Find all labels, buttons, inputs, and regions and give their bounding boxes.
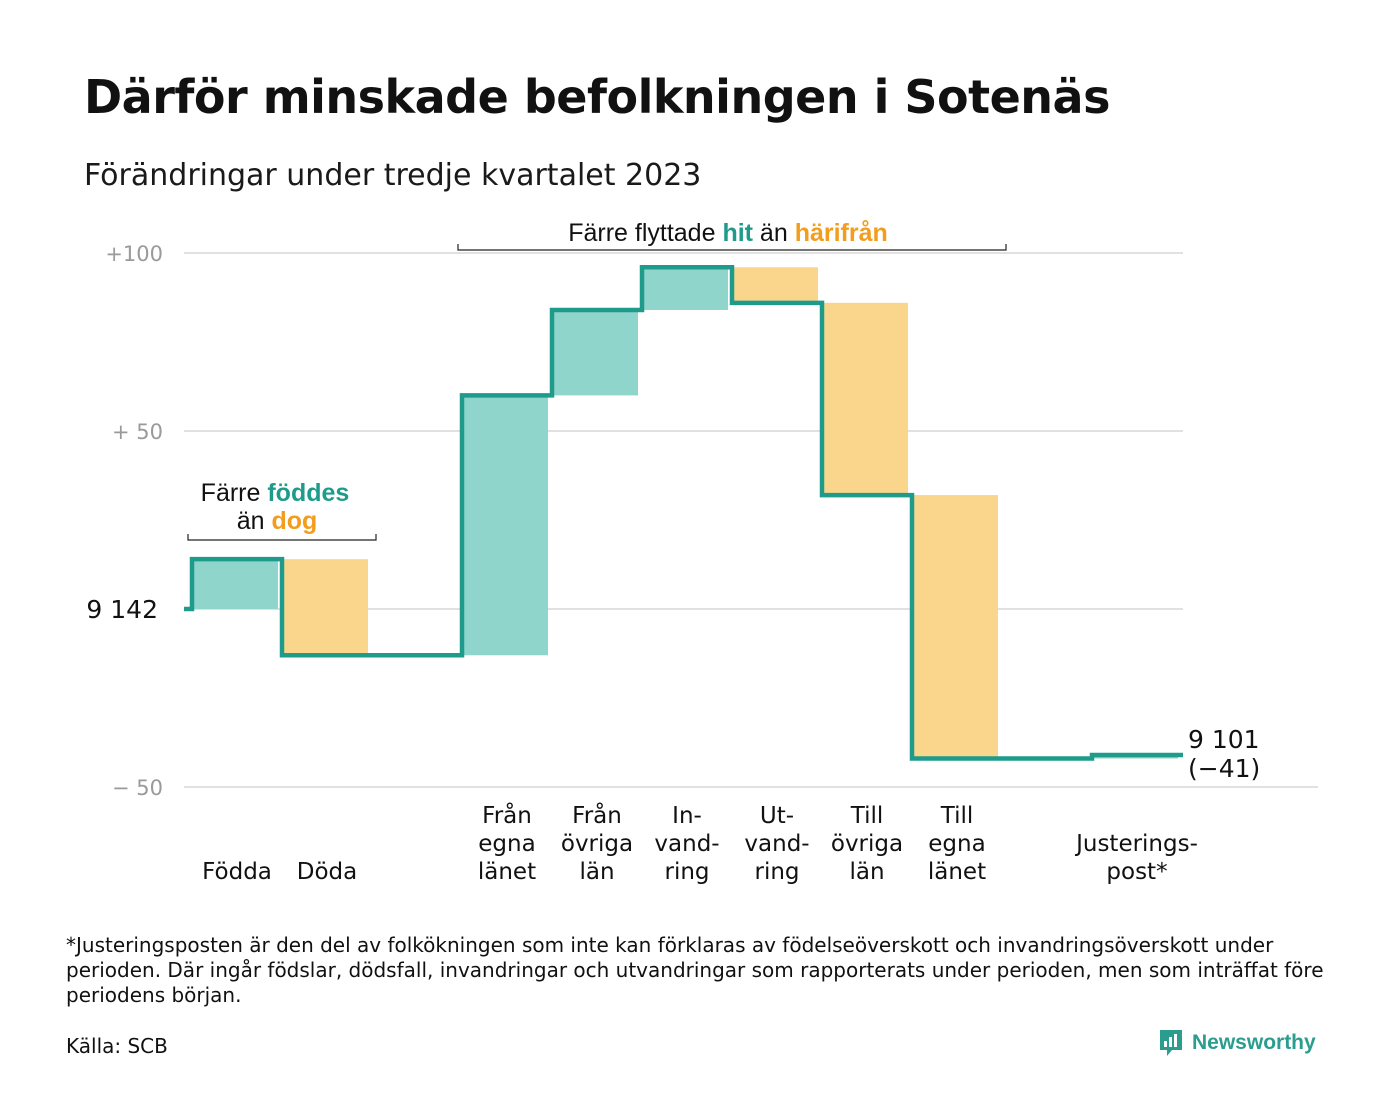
chart-subtitle: Förändringar under tredje kvartalet 2023: [84, 158, 702, 193]
y-tick-label: + 50: [112, 420, 163, 444]
source-label: Källa: SCB: [66, 1034, 168, 1058]
annotation-migration: Färre flyttade hit än härifrån: [568, 219, 888, 247]
newsworthy-logo-icon: [1160, 1030, 1182, 1056]
x-category-label: Från övriga län: [561, 801, 633, 885]
brand-name: Newsworthy: [1192, 1031, 1316, 1054]
bracket-migration: [457, 244, 1007, 251]
x-category-label: Döda: [297, 859, 357, 885]
bar-utvandring: [732, 267, 818, 303]
bar-tillövrigalän: [822, 302, 908, 496]
waterfall-chart: +100 + 50 − 50 9 142 Födda Döda Från egna länet F…: [86, 219, 1318, 885]
y-tick-label: − 50: [112, 776, 163, 800]
end-change-label: (−41): [1188, 754, 1260, 783]
bar-frånegnalänet: [462, 395, 548, 656]
annotation-births-deaths: Färre föddes: [201, 479, 350, 507]
x-category-label: Från egna länet: [478, 801, 536, 885]
bar-tillegnalänet: [912, 495, 998, 759]
bar-frånövrigalän: [552, 309, 638, 396]
annotation-births-deaths-line2: än dog: [237, 507, 318, 535]
cumulative-step-line: [184, 264, 1183, 761]
end-value-label: 9 101: [1188, 725, 1260, 754]
bar-döda: [282, 559, 368, 656]
footnote: *Justeringsposten är den del av folkökni…: [66, 933, 1324, 1007]
brand-logo: Newsworthy: [1158, 1028, 1316, 1058]
x-category-label: Justerings-post*: [1074, 831, 1198, 885]
bar-födda: [192, 559, 278, 609]
y-tick-label: +100: [105, 242, 163, 266]
start-value-label: 9 142: [86, 595, 158, 624]
bar-invandring: [642, 267, 728, 310]
x-category-label: Födda: [202, 859, 272, 885]
x-category-label: Till övriga län: [831, 803, 903, 885]
bracket-births-deaths: [187, 534, 377, 541]
x-category-label: Till egna länet: [928, 803, 986, 885]
x-category-label: Ut-vand-ring: [744, 803, 809, 885]
x-category-label: In-vand-ring: [654, 803, 719, 885]
chart-title: Därför minskade befolkningen i Sotenäs: [84, 70, 1110, 124]
